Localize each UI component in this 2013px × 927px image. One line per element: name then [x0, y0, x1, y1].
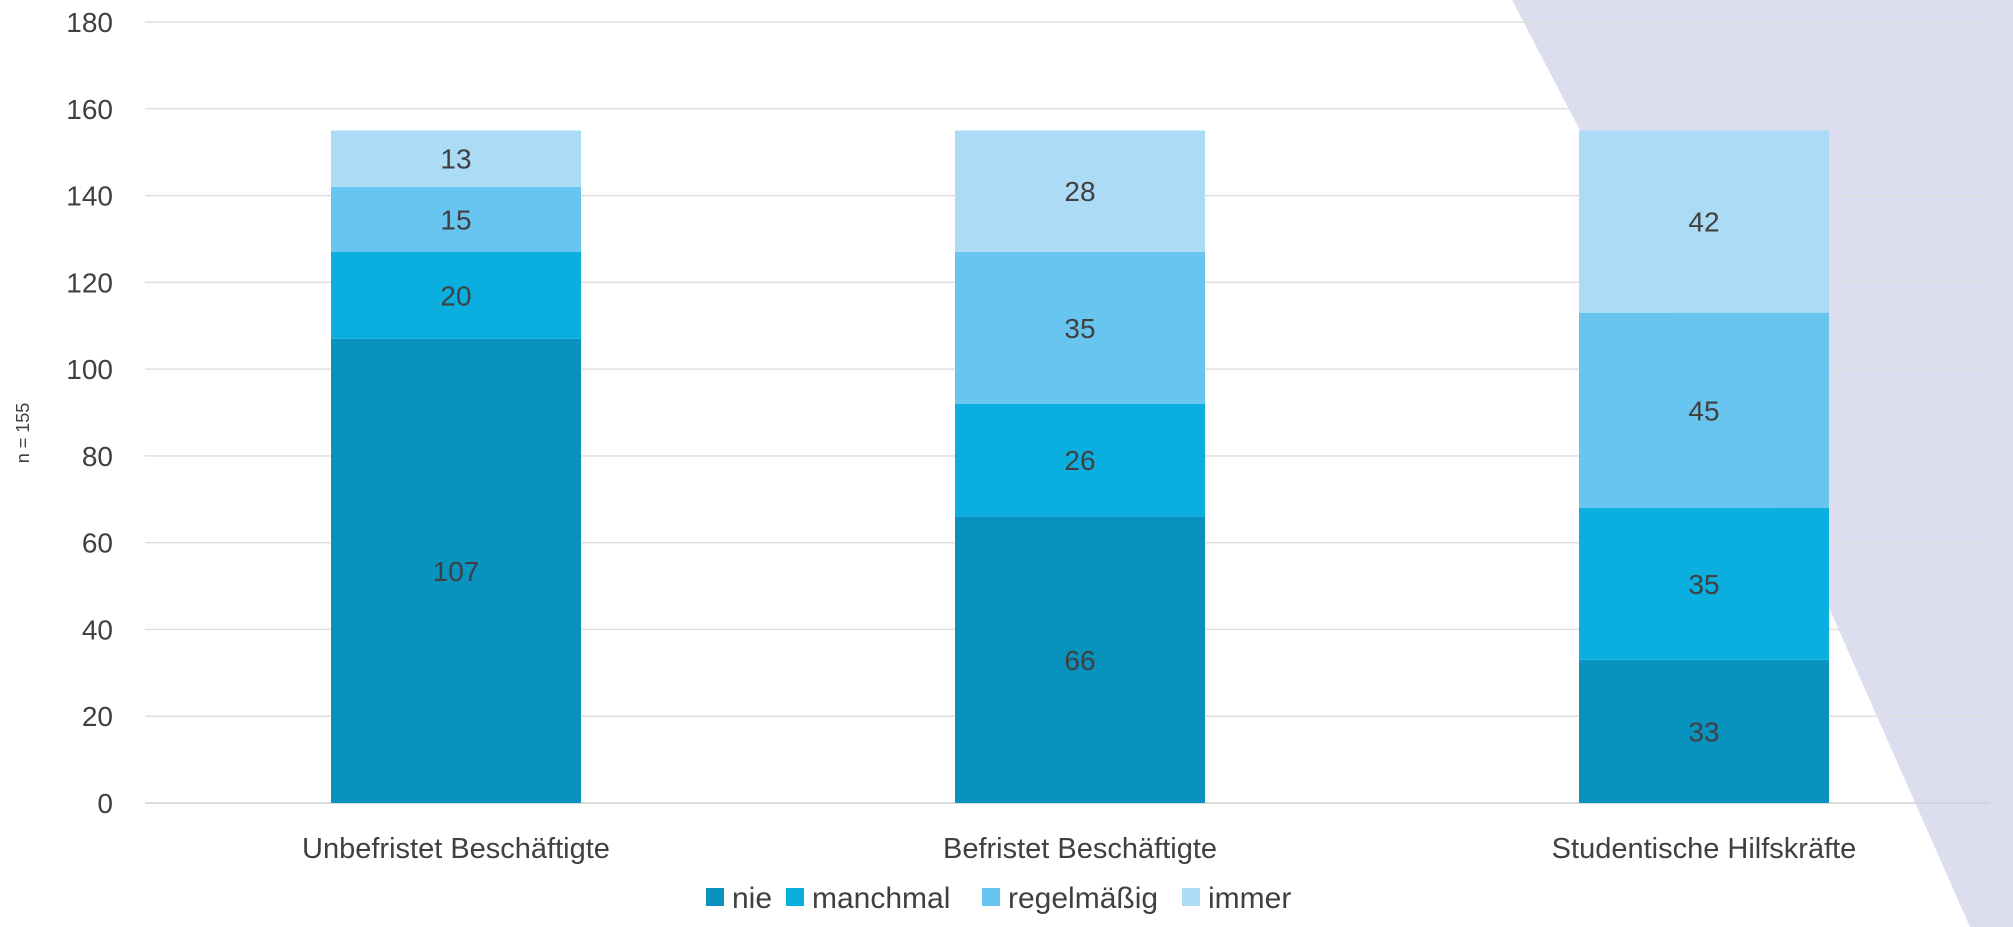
data-label-manchmal-unbefristet-beschaeftigte: 20	[440, 280, 471, 311]
x-axis-categories: Unbefristet Beschäftigte Befristet Beschä…	[302, 833, 1856, 865]
y-tick-label-80: 80	[82, 441, 113, 472]
bar-manchmal-befristet-beschaeftigte	[955, 403, 1205, 517]
data-label-nie-befristet-beschaeftigte: 66	[1064, 645, 1095, 676]
bar-regelmaessig-unbefristet-beschaeftigte	[331, 186, 581, 252]
bar-nie-unbefristet-beschaeftigte	[331, 338, 581, 803]
data-label-regelmaessig-unbefristet-beschaeftigte: 15	[440, 204, 471, 235]
legend-label-nie: nie	[732, 882, 772, 915]
y-axis-ticks: 0 20 40 60 80 100 120 140 160 180	[66, 7, 113, 819]
legend-label-regelmaessig: regelmäßig	[1008, 882, 1158, 915]
data-label-immer-studentische-hilfskraefte: 42	[1688, 207, 1719, 238]
y-tick-label-40: 40	[82, 614, 113, 645]
bar-immer-studentische-hilfskraefte	[1579, 130, 1829, 313]
y-tick-label-180: 180	[66, 7, 113, 38]
data-label-regelmaessig-studentische-hilfskraefte: 45	[1688, 395, 1719, 426]
bar-nie-studentische-hilfskraefte	[1579, 659, 1829, 803]
legend-swatch-immer	[1182, 888, 1200, 906]
bars	[331, 130, 1829, 803]
data-label-immer-unbefristet-beschaeftigte: 13	[440, 144, 471, 175]
legend: nie manchmal regelmäßig immer	[706, 882, 1291, 915]
bar-manchmal-studentische-hilfskraefte	[1579, 507, 1829, 660]
y-tick-label-100: 100	[66, 354, 113, 385]
legend-label-manchmal: manchmal	[812, 882, 950, 915]
legend-label-immer: immer	[1208, 882, 1291, 915]
bar-nie-befristet-beschaeftigte	[955, 516, 1205, 803]
y-tick-label-20: 20	[82, 701, 113, 732]
bar-manchmal-unbefristet-beschaeftigte	[331, 251, 581, 339]
x-category-label-studentische-hilfskraefte: Studentische Hilfskräfte	[1552, 833, 1857, 865]
bar-regelmaessig-studentische-hilfskraefte	[1579, 312, 1829, 508]
legend-swatch-regelmaessig	[982, 888, 1000, 906]
data-labels: 107 20 15 13 66 26 35 28 33 35 45 42	[433, 144, 1720, 748]
y-tick-label-160: 160	[66, 94, 113, 125]
bar-immer-befristet-beschaeftigte	[955, 130, 1205, 252]
legend-swatch-manchmal	[786, 888, 804, 906]
data-label-nie-studentische-hilfskraefte: 33	[1688, 716, 1719, 747]
y-tick-label-120: 120	[66, 267, 113, 298]
x-category-label-befristet-beschaeftigte: Befristet Beschäftigte	[943, 833, 1217, 865]
y-tick-label-140: 140	[66, 181, 113, 212]
data-label-immer-befristet-beschaeftigte: 28	[1064, 176, 1095, 207]
y-axis-label: n = 155	[13, 403, 33, 464]
data-label-regelmaessig-befristet-beschaeftigte: 35	[1064, 313, 1095, 344]
legend-swatch-nie	[706, 888, 724, 906]
y-tick-label-0: 0	[97, 788, 113, 819]
data-label-manchmal-befristet-beschaeftigte: 26	[1064, 445, 1095, 476]
x-category-label-unbefristet-beschaeftigte: Unbefristet Beschäftigte	[302, 833, 610, 865]
bar-immer-unbefristet-beschaeftigte	[331, 130, 581, 187]
y-tick-label-60: 60	[82, 528, 113, 559]
data-label-nie-unbefristet-beschaeftigte: 107	[433, 556, 480, 587]
bar-regelmaessig-befristet-beschaeftigte	[955, 251, 1205, 404]
data-label-manchmal-studentische-hilfskraefte: 35	[1688, 569, 1719, 600]
